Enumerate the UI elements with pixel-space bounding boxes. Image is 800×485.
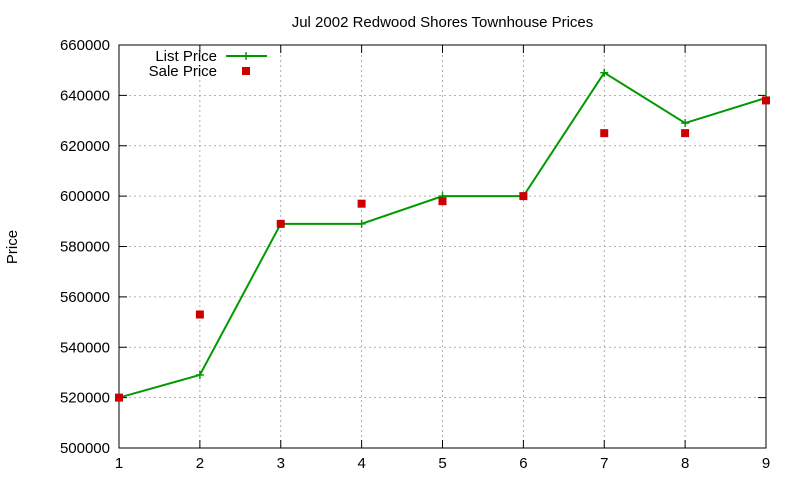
y-tick-label: 500000 xyxy=(60,440,110,457)
grid xyxy=(119,45,766,448)
data-point-list-price xyxy=(600,68,609,77)
x-tick-label: 2 xyxy=(196,455,204,472)
legend-marker-swatch xyxy=(242,67,250,75)
series-layer xyxy=(115,68,770,402)
y-axis-ticks: 500000 520000 540000 560000 580000 600000 6200… xyxy=(60,37,766,457)
x-tick-label: 7 xyxy=(600,455,608,472)
y-tick-label: 620000 xyxy=(60,138,110,155)
y-axis-label: Price xyxy=(4,230,21,264)
y-tick-label: 640000 xyxy=(60,87,110,104)
legend-item-sale-price: Sale Price xyxy=(149,63,250,80)
y-tick-label: 660000 xyxy=(60,37,110,54)
x-tick-label: 3 xyxy=(277,455,285,472)
data-point-list-price xyxy=(195,370,204,379)
data-point-sale-price xyxy=(357,199,366,208)
legend-item-list-price: List Price xyxy=(155,48,267,65)
legend-label: Sale Price xyxy=(149,63,217,80)
x-tick-label: 8 xyxy=(681,455,689,472)
data-point-list-price xyxy=(357,219,366,228)
x-axis-ticks: 1 2 3 4 5 6 7 8 9 xyxy=(115,45,770,472)
data-point-sale-price xyxy=(115,393,123,402)
y-tick-label: 520000 xyxy=(60,390,110,407)
data-point-sale-price xyxy=(438,197,447,206)
x-tick-label: 4 xyxy=(357,455,365,472)
legend-label: List Price xyxy=(155,48,217,65)
data-point-sale-price xyxy=(195,310,204,319)
data-point-sale-price xyxy=(762,96,770,105)
y-tick-label: 600000 xyxy=(60,188,110,205)
data-point-list-price xyxy=(681,119,690,128)
data-point-sale-price xyxy=(519,192,528,201)
y-tick-label: 540000 xyxy=(60,339,110,356)
y-tick-label: 580000 xyxy=(60,239,110,256)
x-tick-label: 6 xyxy=(519,455,527,472)
data-point-sale-price xyxy=(681,129,690,138)
x-tick-label: 5 xyxy=(438,455,446,472)
data-point-sale-price xyxy=(276,219,285,228)
x-tick-label: 1 xyxy=(115,455,123,472)
legend-marker-swatch xyxy=(242,52,250,60)
data-point-sale-price xyxy=(600,129,609,138)
y-tick-label: 560000 xyxy=(60,289,110,306)
series-sale-price xyxy=(115,96,770,402)
chart-title: Jul 2002 Redwood Shores Townhouse Prices xyxy=(292,14,594,31)
x-tick-label: 9 xyxy=(762,455,770,472)
